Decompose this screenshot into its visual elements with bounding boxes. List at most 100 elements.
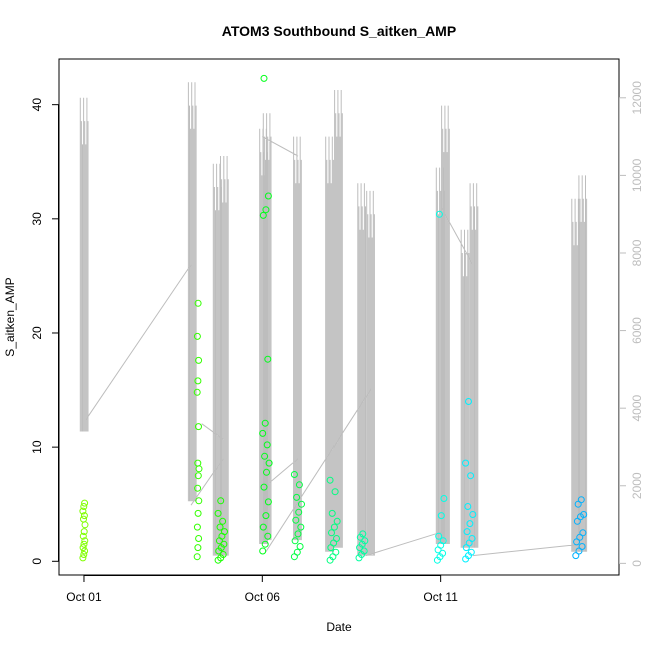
data-point [217, 497, 225, 505]
data-point [468, 535, 476, 542]
data-point [462, 459, 470, 467]
data-point [466, 520, 474, 528]
data-point [79, 507, 87, 515]
data-point [293, 493, 301, 501]
y-tick-label: 40 [30, 98, 44, 112]
data-point [260, 483, 268, 491]
data-point [193, 553, 201, 561]
data-point [194, 484, 202, 492]
data-point [467, 548, 475, 556]
data-point [469, 511, 477, 518]
data-point [80, 503, 88, 510]
data-point [80, 551, 88, 558]
data-point [193, 523, 201, 531]
secondary-line-series [79, 82, 588, 557]
data-point [331, 488, 339, 496]
data-point [195, 356, 203, 364]
y2-tick-label: 12000 [630, 81, 644, 115]
data-point [439, 537, 447, 545]
data-point [437, 512, 445, 520]
data-point [265, 459, 273, 467]
data-point [467, 472, 475, 480]
data-point [220, 540, 228, 548]
data-point [297, 523, 305, 531]
y-tick-label: 30 [30, 212, 44, 226]
data-point [81, 537, 89, 545]
data-point [264, 532, 272, 540]
y-tick-label: 0 [30, 558, 44, 565]
data-point [328, 529, 335, 537]
data-point [296, 543, 304, 550]
data-point [80, 540, 88, 548]
data-point [360, 547, 368, 555]
data-point [219, 551, 227, 558]
data-point [79, 532, 87, 540]
data-point [264, 192, 272, 200]
data-point [291, 537, 299, 545]
data-point [194, 544, 202, 552]
data-point [79, 544, 87, 552]
data-point [194, 377, 202, 385]
data-point [332, 548, 340, 556]
data-point [292, 516, 300, 524]
data-point [193, 332, 201, 340]
data-point [81, 547, 89, 555]
x-tick-label: Oct 06 [245, 590, 281, 604]
y2-tick-label: 6000 [630, 317, 644, 344]
data-point [333, 535, 340, 542]
data-point [435, 532, 443, 540]
data-point [293, 548, 301, 556]
data-point [262, 512, 270, 520]
data-point [195, 423, 202, 431]
data-point [194, 299, 202, 307]
data-point [295, 508, 303, 516]
data-point [578, 543, 586, 550]
chart-title: ATOM3 Southbound S_aitken_AMP [222, 23, 456, 39]
data-point [214, 509, 222, 517]
data-point [361, 537, 369, 545]
data-point [440, 495, 448, 502]
data-point [435, 210, 443, 218]
y-tick-label: 20 [30, 326, 44, 340]
data-point [259, 211, 267, 219]
data-point [216, 523, 224, 531]
data-point [193, 388, 201, 396]
data-point [264, 355, 272, 363]
data-point [465, 398, 472, 405]
y-axis-label: S_aitken_AMP [3, 277, 17, 356]
x-axis-label: Date [326, 620, 352, 634]
data-point [294, 530, 302, 538]
data-point [80, 515, 87, 523]
data-point [326, 476, 334, 484]
data-point [579, 529, 587, 537]
data-point [295, 481, 303, 489]
data-point [80, 512, 88, 520]
y-tick-label: 10 [30, 440, 44, 454]
y2-tick-label: 8000 [630, 239, 644, 266]
data-point [573, 538, 581, 546]
data-point [261, 452, 269, 460]
data-point [333, 517, 341, 525]
data-point [298, 500, 305, 508]
data-point [79, 554, 87, 562]
data-point [262, 206, 270, 214]
y2-tick-label: 2000 [630, 472, 644, 499]
data-point [194, 472, 202, 480]
data-point [80, 528, 88, 536]
data-point [463, 528, 471, 536]
y2-tick-label: 10000 [630, 158, 644, 192]
x-tick-label: Oct 01 [66, 590, 102, 604]
data-point [261, 419, 269, 427]
data-point [259, 547, 267, 555]
data-point [194, 509, 202, 517]
point-series [79, 74, 588, 564]
data-point [263, 441, 271, 449]
data-point [328, 509, 336, 517]
data-point [263, 468, 270, 476]
data-point [261, 540, 269, 548]
data-point [290, 471, 298, 478]
data-point [464, 503, 472, 510]
data-point [259, 523, 267, 531]
